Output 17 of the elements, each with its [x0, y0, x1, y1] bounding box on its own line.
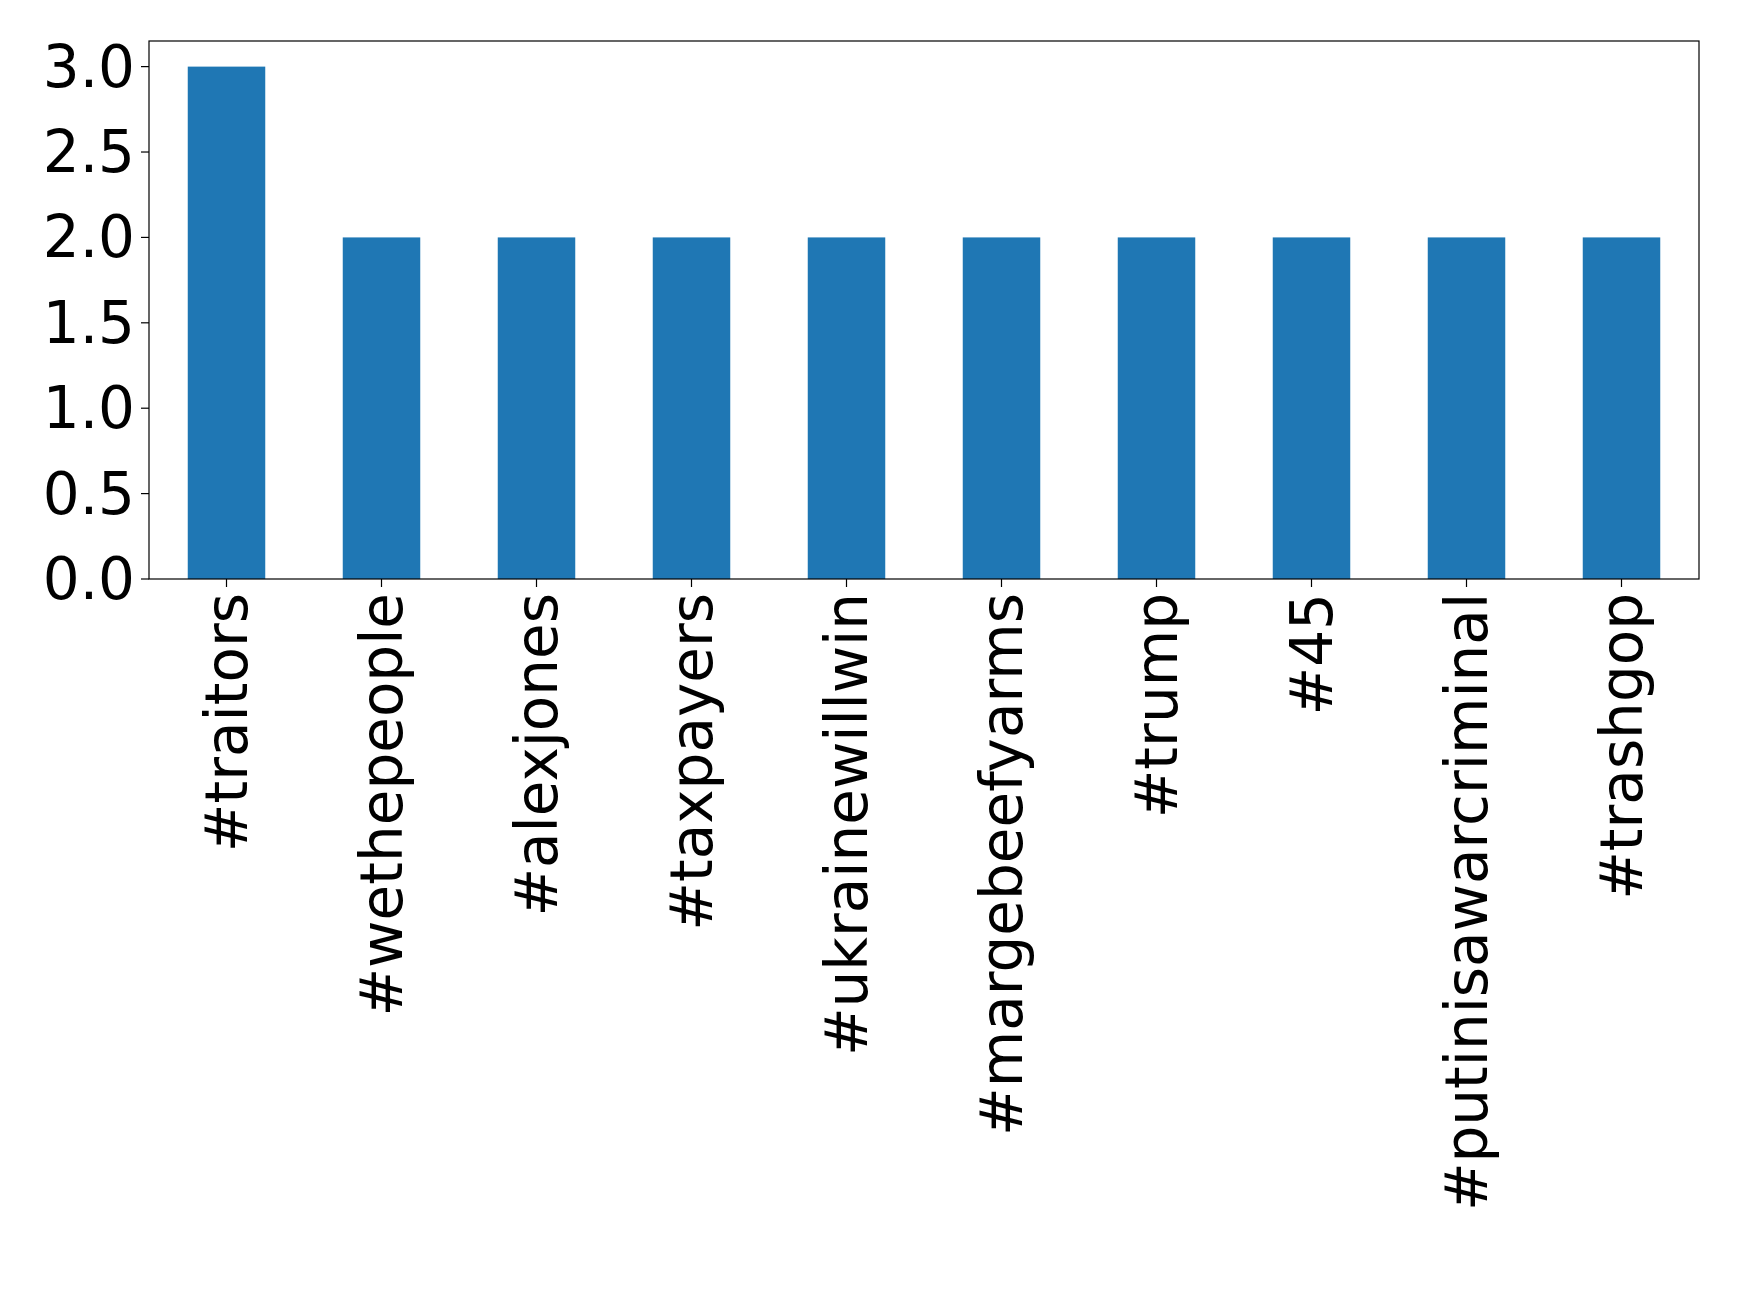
- y-tick-label: 1.0: [42, 374, 135, 443]
- x-tick-label: #traitors: [192, 593, 261, 853]
- x-tick-label: #putinisawarcriminal: [1432, 593, 1501, 1212]
- y-tick-label: 3.0: [42, 32, 135, 101]
- x-tick-label: #taxpayers: [657, 593, 726, 931]
- y-tick-label: 0.5: [42, 459, 135, 528]
- y-tick-label: 2.5: [42, 118, 135, 187]
- y-tick-label: 2.0: [42, 203, 135, 272]
- x-tick-label: #wethepeople: [347, 593, 416, 1017]
- y-tick-label: 0.0: [42, 545, 135, 613]
- x-tick-label: #alexjones: [502, 593, 571, 917]
- x-tick-label: #ukrainewillwin: [812, 593, 881, 1056]
- x-tick-label: #trump: [1122, 593, 1191, 819]
- x-tick-label: #45: [1277, 593, 1346, 716]
- y-tick-label: 1.5: [42, 288, 135, 357]
- x-tick-label: #trashgop: [1587, 593, 1656, 900]
- x-tick-label: #margebeefyarms: [967, 593, 1036, 1136]
